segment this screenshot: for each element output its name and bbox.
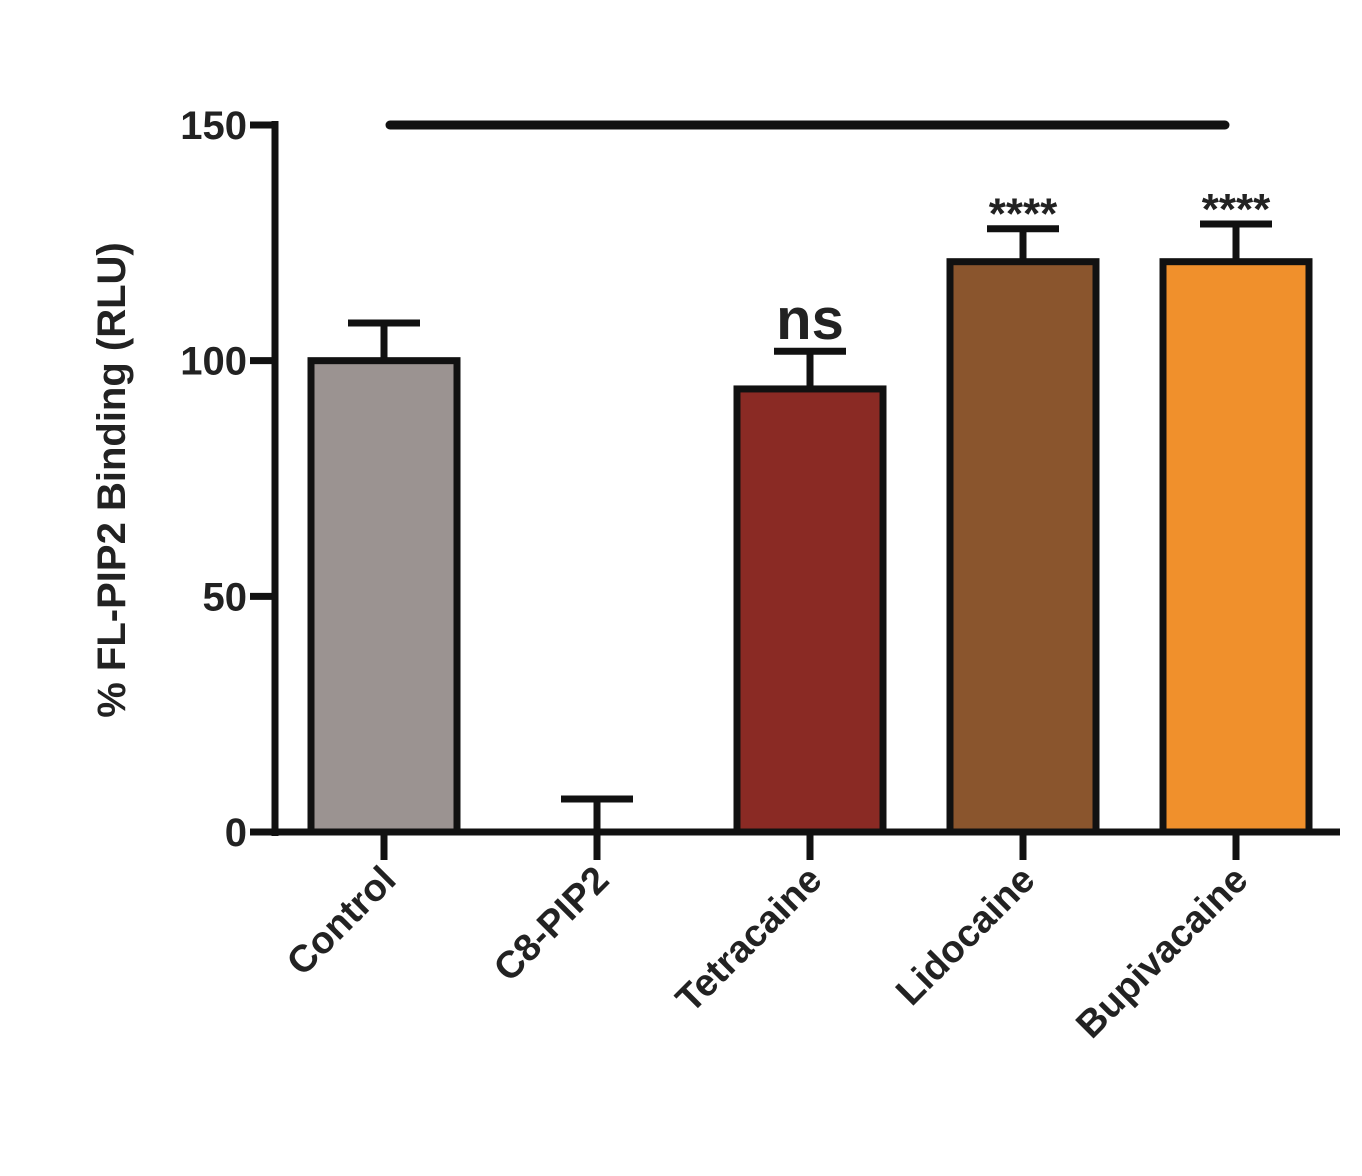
bar bbox=[307, 357, 461, 836]
bar bbox=[1159, 258, 1313, 836]
bar bbox=[733, 385, 887, 836]
y-tick-label: 100 bbox=[180, 340, 247, 384]
y-tick-label: 0 bbox=[225, 811, 247, 855]
significance-label: ns bbox=[776, 287, 844, 352]
bar bbox=[946, 258, 1100, 836]
significance-label: **** bbox=[1202, 185, 1271, 234]
x-tick-label: Bupivacaine bbox=[1068, 859, 1256, 1047]
y-tick-label: 150 bbox=[180, 104, 247, 148]
x-tick-label: Tetracaine bbox=[668, 859, 830, 1021]
y-axis-label: % FL-PIP2 Binding (RLU) bbox=[90, 242, 134, 718]
x-tick-label: Lidocaine bbox=[888, 859, 1043, 1014]
x-tick-label: C8-PIP2 bbox=[486, 859, 617, 990]
significance-label: **** bbox=[989, 190, 1058, 239]
y-tick-label: 50 bbox=[203, 575, 248, 619]
x-tick-label: Control bbox=[279, 859, 404, 984]
